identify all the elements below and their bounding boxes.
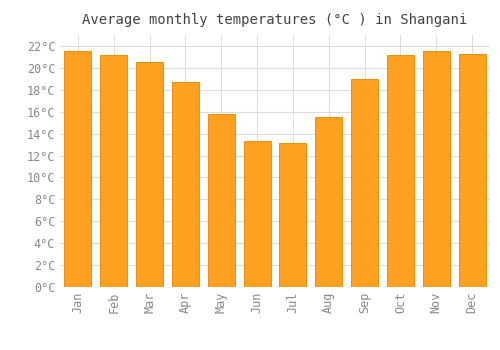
Bar (351, 79, 378, 287)
Bar (100, 55, 127, 287)
Bar (423, 51, 450, 287)
Bar (316, 117, 342, 287)
Bar (208, 114, 234, 287)
Bar (387, 55, 414, 287)
Bar (172, 82, 199, 287)
Bar (244, 141, 270, 287)
Title: Average monthly temperatures (°C ) in Shangani: Average monthly temperatures (°C ) in Sh… (82, 13, 468, 27)
Bar (64, 51, 92, 287)
Bar (458, 54, 485, 287)
Bar (136, 62, 163, 287)
Bar (280, 144, 306, 287)
